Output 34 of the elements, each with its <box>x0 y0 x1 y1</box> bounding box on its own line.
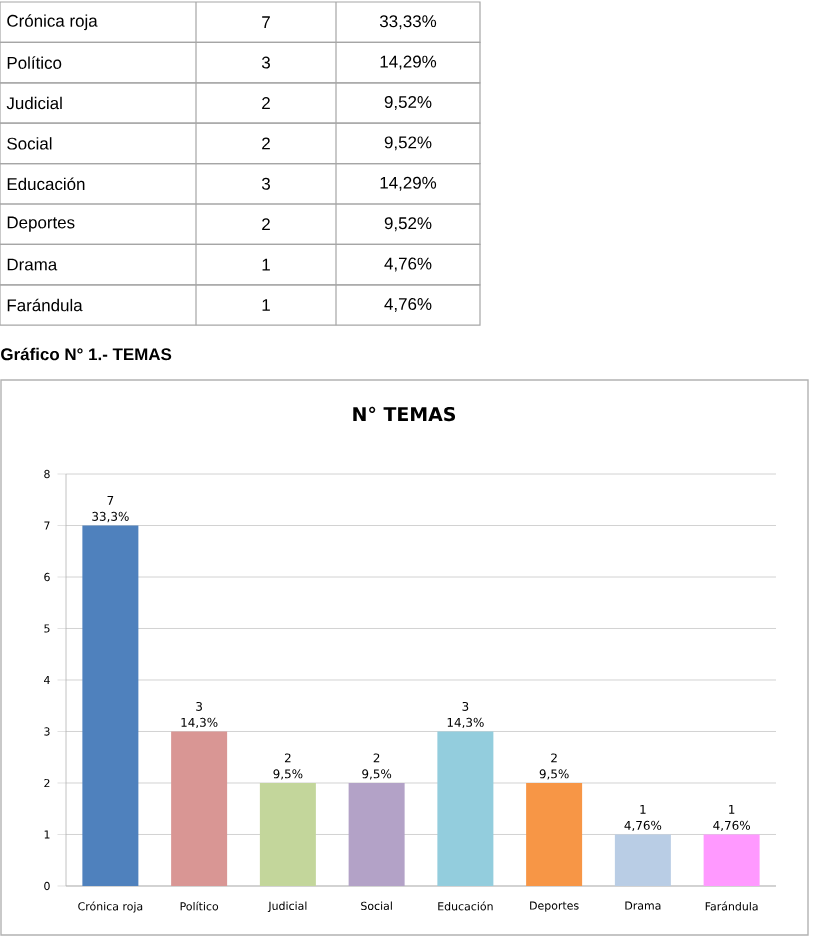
bar <box>348 782 405 886</box>
text: Educación <box>7 177 85 191</box>
text: Judicial <box>6 96 62 110</box>
text: 14,29% <box>380 55 437 70</box>
text: 3 <box>261 177 270 190</box>
bar <box>259 782 316 886</box>
bar <box>703 834 760 886</box>
chart-title: N° TEMAS <box>353 406 456 422</box>
text: Gráfico N° 1.- TEMAS <box>1 347 172 361</box>
text: Drama <box>7 258 58 271</box>
bar <box>82 525 139 886</box>
text: 9,52% <box>384 96 432 110</box>
text: Farándula <box>7 298 83 312</box>
text: 4,76% <box>384 298 432 312</box>
text: 2 <box>262 137 270 150</box>
text: 7 <box>262 16 270 29</box>
text: Deportes <box>7 216 75 232</box>
text: 9,52% <box>384 217 432 232</box>
bar <box>437 731 494 886</box>
bar <box>526 782 583 886</box>
bar <box>171 731 228 886</box>
text: 14,29% <box>380 176 437 191</box>
text: 1 <box>262 299 270 311</box>
text: 4,76% <box>384 257 432 272</box>
text: 1 <box>262 258 270 271</box>
text: 2 <box>262 218 270 231</box>
text: Social <box>7 137 52 150</box>
text: 2 <box>262 97 270 109</box>
text: Crónica roja <box>7 14 98 31</box>
bar <box>614 834 671 886</box>
text: 33,33% <box>379 15 437 30</box>
text: 9,52% <box>384 136 432 151</box>
text: Político <box>7 56 62 69</box>
text: 3 <box>261 56 270 69</box>
